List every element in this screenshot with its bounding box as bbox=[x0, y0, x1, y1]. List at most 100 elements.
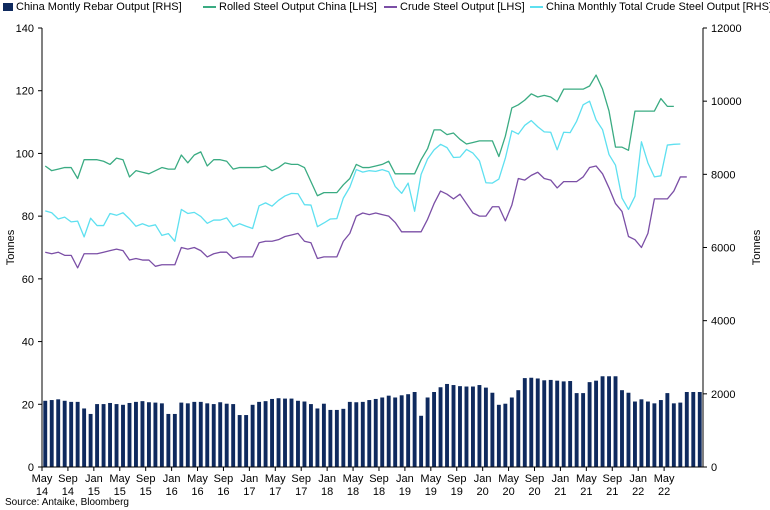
x-tick-label-month: Sep bbox=[291, 473, 311, 485]
rebar-bar bbox=[56, 399, 61, 467]
x-tick-label-year: 19 bbox=[399, 486, 411, 498]
rebar-bar bbox=[95, 404, 100, 467]
x-tick-label-year: 18 bbox=[373, 486, 385, 498]
y-right-tick-label: 6000 bbox=[711, 243, 735, 255]
rebar-bar bbox=[406, 394, 411, 467]
y-left-tick-label: 40 bbox=[22, 337, 34, 349]
legend-swatch-rolled bbox=[203, 6, 216, 9]
rebar-bar bbox=[192, 401, 197, 467]
x-tick-label-year: 18 bbox=[321, 486, 333, 498]
x-tick-label-month: Sep bbox=[369, 473, 389, 485]
x-tick-label-year: 16 bbox=[165, 486, 177, 498]
rebar-bar bbox=[432, 392, 437, 467]
rebar-bar bbox=[587, 382, 592, 467]
rebar-bar bbox=[509, 397, 514, 467]
x-tick-label-year: 17 bbox=[269, 486, 281, 498]
rebar-bar bbox=[43, 400, 48, 467]
y-right-axis-title: Tonnes bbox=[751, 229, 763, 265]
rebar-bar bbox=[568, 381, 573, 467]
rebar-bar bbox=[471, 386, 475, 467]
y-left-tick-label: 100 bbox=[16, 148, 34, 160]
x-tick-label-year: 22 bbox=[632, 486, 644, 498]
y-left-tick-label: 0 bbox=[28, 462, 34, 474]
x-tick-label-year: 20 bbox=[502, 486, 514, 498]
source-note: Source: Antaike, Bloomberg bbox=[5, 497, 129, 508]
rebar-bar bbox=[393, 397, 398, 467]
x-tick-label-month: Sep bbox=[602, 473, 622, 485]
rebar-bar bbox=[146, 402, 151, 467]
x-tick-label-year: 22 bbox=[658, 486, 670, 498]
rebar-bar bbox=[354, 402, 359, 467]
rebar-bar bbox=[380, 397, 385, 467]
legend-item-total: China Monthly Total Crude Steel Output [… bbox=[530, 1, 770, 13]
x-tick-label-month: Sep bbox=[214, 473, 234, 485]
rebar-bar bbox=[542, 380, 547, 467]
x-tick-label-year: 15 bbox=[88, 486, 100, 498]
rebar-bar bbox=[561, 381, 566, 467]
x-tick-label-year: 14 bbox=[62, 486, 74, 498]
rebar-bar bbox=[464, 386, 469, 467]
x-tick-label-month: May bbox=[187, 473, 208, 485]
rebar-bar bbox=[127, 402, 132, 467]
crude-steel-line bbox=[45, 165, 687, 269]
legend: China Montly Rebar Output [RHS] Rolled S… bbox=[0, 0, 770, 16]
rebar-bar bbox=[367, 400, 372, 467]
x-tick-label-year: 17 bbox=[243, 486, 255, 498]
x-tick-label-year: 21 bbox=[554, 486, 566, 498]
x-tick-label-year: 19 bbox=[451, 486, 463, 498]
rebar-bar bbox=[198, 401, 203, 467]
rebar-bar bbox=[270, 398, 274, 467]
rebar-bar bbox=[626, 392, 631, 467]
x-tick-label-year: 17 bbox=[295, 486, 307, 498]
rebar-bar bbox=[82, 408, 87, 467]
x-tick-label-month: Sep bbox=[447, 473, 467, 485]
rebar-bar bbox=[620, 390, 624, 467]
rebar-bar bbox=[237, 415, 242, 467]
y-left-tick-label: 80 bbox=[22, 211, 34, 223]
legend-item-rolled: Rolled Steel Output China [LHS] bbox=[203, 1, 377, 13]
rebar-bar bbox=[62, 400, 67, 467]
rebar-bar bbox=[548, 379, 553, 467]
x-tick-label-year: 21 bbox=[580, 486, 592, 498]
rebar-bar bbox=[101, 404, 106, 467]
rebar-bar bbox=[477, 385, 482, 467]
rolled-steel-line bbox=[44, 74, 674, 197]
rebar-bar bbox=[211, 404, 216, 467]
rebar-bar bbox=[445, 383, 449, 467]
legend-swatch-total bbox=[530, 6, 543, 9]
x-tick-label-year: 16 bbox=[191, 486, 203, 498]
rebar-bar bbox=[360, 401, 365, 467]
rebar-bar bbox=[75, 401, 80, 467]
x-tick-label-month: Sep bbox=[525, 473, 545, 485]
y-right-tick-label: 0 bbox=[711, 462, 717, 474]
x-tick-label-year: 15 bbox=[140, 486, 152, 498]
x-tick-label-year: 16 bbox=[217, 486, 229, 498]
rebar-bar bbox=[516, 390, 521, 467]
rebar-bar bbox=[244, 415, 249, 467]
rebar-bar bbox=[315, 408, 320, 467]
y-right-tick-label: 10000 bbox=[711, 96, 742, 108]
x-tick-label-month: May bbox=[498, 473, 519, 485]
rebar-bar bbox=[218, 402, 223, 467]
rebar-bar bbox=[496, 404, 501, 467]
legend-item-rebar: China Montly Rebar Output [RHS] bbox=[3, 1, 182, 13]
rebar-bar bbox=[69, 401, 74, 467]
x-tick-label-month: May bbox=[576, 473, 597, 485]
rebar-bar bbox=[458, 386, 462, 467]
rebar-bar bbox=[328, 409, 333, 467]
rebar-bar bbox=[49, 400, 54, 467]
rebar-bar bbox=[425, 397, 430, 467]
rebar-bar bbox=[153, 402, 158, 467]
rebar-bar bbox=[121, 404, 125, 467]
legend-item-crude: Crude Steel Output [LHS] bbox=[384, 1, 525, 13]
x-tick-label-year: 20 bbox=[528, 486, 540, 498]
rebar-bar bbox=[613, 376, 618, 467]
rebar-bar bbox=[341, 408, 346, 467]
rebar-bar bbox=[296, 400, 300, 467]
rebar-bar bbox=[179, 402, 184, 467]
rebar-bar bbox=[250, 404, 255, 467]
x-tick-label-month: Jan bbox=[318, 473, 336, 485]
rebar-bar bbox=[594, 380, 599, 467]
rebar-bar bbox=[574, 393, 579, 467]
